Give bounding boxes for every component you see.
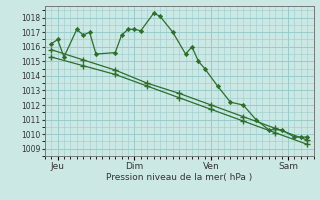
- X-axis label: Pression niveau de la mer( hPa ): Pression niveau de la mer( hPa ): [106, 173, 252, 182]
